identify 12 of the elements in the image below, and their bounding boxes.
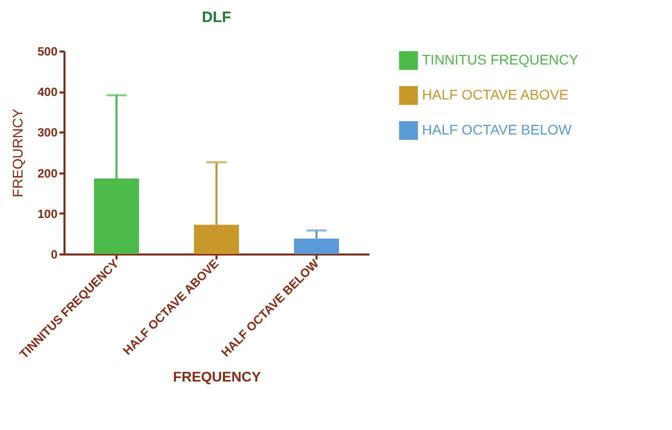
y-tick-label: 300 — [37, 126, 58, 140]
y-tick-label: 0 — [50, 248, 58, 262]
chart-title: DLF — [202, 9, 232, 26]
y-tick-label: 400 — [37, 85, 58, 100]
y-tick-label: 200 — [37, 166, 58, 180]
legend-label: TINNITUS FREQUENCY — [422, 52, 579, 68]
x-axis-title: FREQUENCY — [173, 368, 262, 384]
legend-label: HALF OCTAVE ABOVE — [422, 86, 569, 102]
legend-label: HALF OCTAVE BELOW — [422, 122, 572, 138]
y-axis-title: FREQURNCY — [9, 108, 26, 198]
y-tick-label: 100 — [37, 206, 58, 221]
y-tick-label: 500 — [37, 44, 58, 58]
